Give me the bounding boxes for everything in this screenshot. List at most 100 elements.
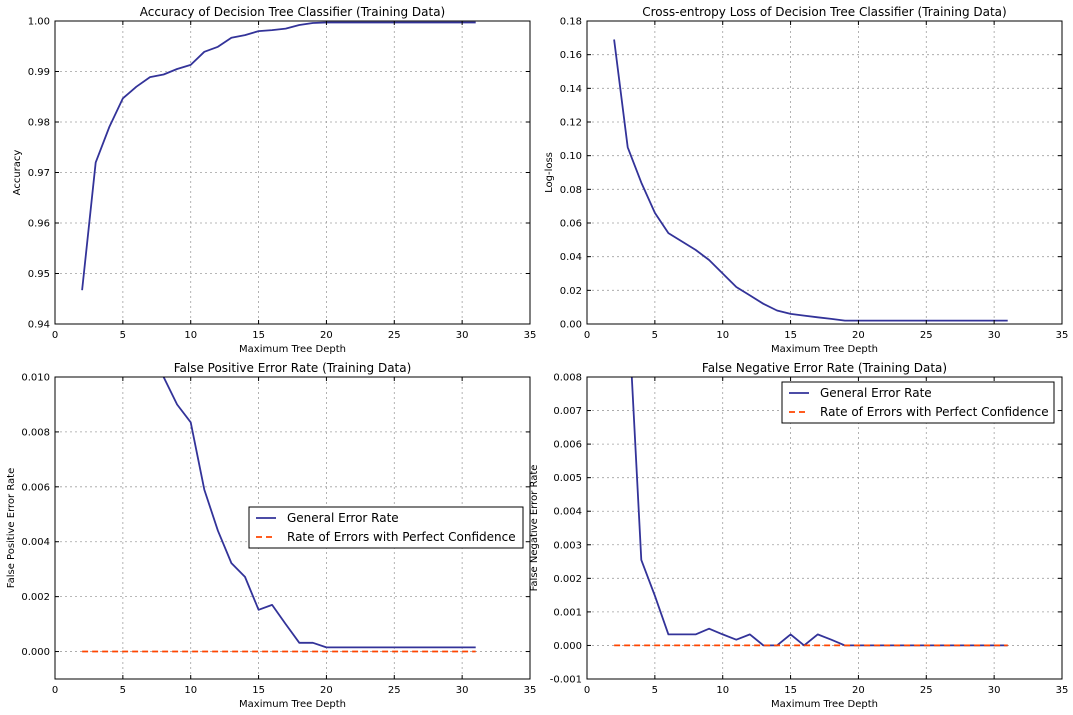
false-positive-xtick-label-0: 0 [52, 685, 58, 696]
false-positive-ytick-label-5: 0.010 [21, 373, 50, 384]
false-positive-ytick-label-0: 0.000 [21, 647, 50, 658]
false-negative-y-axis-label: False Negative Error Rate [529, 465, 540, 592]
accuracy-xtick-label-7: 35 [524, 330, 537, 341]
false-positive-ytick-label-1: 0.002 [21, 592, 50, 603]
false-negative-ytick-label-7: 0.006 [553, 440, 582, 451]
logloss-ytick-label-3: 0.06 [560, 219, 582, 230]
logloss-y-axis-label: Log-loss [544, 152, 555, 193]
logloss-xtick-label-3: 15 [784, 330, 797, 341]
accuracy-ytick-label-5: 0.99 [28, 67, 50, 78]
accuracy-ytick-label-3: 0.97 [28, 168, 50, 179]
false-positive-ytick-label-2: 0.004 [21, 537, 50, 548]
false-positive-legend-box [248, 506, 524, 549]
false-negative-legend-box [781, 381, 1055, 424]
logloss-series-general-line [613, 39, 1008, 322]
false-positive-xtick-label-3: 15 [252, 685, 265, 696]
false-negative-xtick-label-6: 30 [988, 685, 1001, 696]
false-positive-legend: General Error Rate Rate of Errors with P… [248, 506, 524, 549]
false-negative-series [614, 377, 1008, 647]
logloss-gridlines [587, 21, 1062, 324]
logloss-xtick-label-6: 30 [988, 330, 1001, 341]
logloss-ytick-label-2: 0.04 [560, 252, 582, 263]
false-negative-ytick-label-1: 0.000 [553, 641, 582, 652]
false-negative-legend-general-label: General Error Rate [820, 386, 932, 400]
logloss-ytick-label-6: 0.12 [560, 118, 582, 129]
logloss-ytick-label-5: 0.10 [560, 151, 582, 162]
logloss-ytick-label-8: 0.16 [560, 50, 582, 61]
accuracy-ytick-label-6: 1.00 [28, 17, 50, 28]
false-positive-xtick-label-4: 20 [320, 685, 333, 696]
accuracy-xtick-label-0: 0 [52, 330, 58, 341]
accuracy-ytick-label-2: 0.96 [28, 219, 50, 230]
accuracy-xtick-label-1: 5 [120, 330, 126, 341]
logloss-plot-area [586, 20, 1063, 325]
false-positive-xtick-label-5: 25 [388, 685, 401, 696]
accuracy-series [81, 21, 476, 291]
false-negative-ticks: 0 5 10 15 20 25 30 35 -0.001 0.000 0.001 0.002 0.003… [550, 373, 1069, 697]
false-negative-xtick-label-1: 5 [652, 685, 658, 696]
false-positive-series-general-line [162, 377, 476, 649]
false-negative-ytick-label-9: 0.008 [553, 373, 582, 384]
logloss-xtick-label-2: 10 [716, 330, 729, 341]
accuracy-y-axis-label: Accuracy [12, 150, 23, 196]
false-negative-legend-perfect-label: Rate of Errors with Perfect Confidence [820, 405, 1049, 419]
false-positive-xtick-label-2: 10 [184, 685, 197, 696]
false-positive-chart: 0 5 10 15 20 25 30 35 0.000 0.002 0.004 0.006 0.008 0… [6, 361, 536, 710]
false-positive-chart-title: False Positive Error Rate (Training Data… [174, 361, 412, 375]
logloss-series [613, 39, 1008, 322]
false-positive-xtick-label-7: 35 [524, 685, 537, 696]
logloss-ytick-label-7: 0.14 [560, 84, 582, 95]
accuracy-x-axis-label: Maximum Tree Depth [239, 344, 346, 355]
accuracy-xtick-label-6: 30 [456, 330, 469, 341]
logloss-chart: 0 5 10 15 20 25 30 35 0.00 0.02 0.04 0.06 0.08 0.10 0.… [544, 5, 1068, 355]
false-negative-plot-area [586, 376, 1063, 680]
false-negative-chart-title: False Negative Error Rate (Training Data… [702, 361, 947, 375]
false-negative-ytick-label-2: 0.001 [553, 607, 582, 618]
logloss-x-axis-label: Maximum Tree Depth [771, 344, 878, 355]
false-negative-xtick-label-7: 35 [1056, 685, 1069, 696]
logloss-xtick-label-7: 35 [1056, 330, 1069, 341]
accuracy-ytick-label-0: 0.94 [28, 320, 50, 331]
accuracy-xtick-label-5: 25 [388, 330, 401, 341]
accuracy-xtick-label-2: 10 [184, 330, 197, 341]
false-negative-x-axis-label: Maximum Tree Depth [771, 699, 878, 710]
false-negative-ytick-label-5: 0.004 [553, 507, 582, 518]
false-positive-x-axis-label: Maximum Tree Depth [239, 699, 346, 710]
false-negative-legend: General Error Rate Rate of Errors with P… [781, 381, 1055, 424]
accuracy-chart: 0 5 10 15 20 25 30 35 0.94 0.95 0.96 0.97 0.98 0.99 1.… [12, 5, 536, 355]
logloss-ytick-label-9: 0.18 [560, 17, 582, 28]
accuracy-gridlines [55, 21, 530, 324]
logloss-ytick-label-1: 0.02 [560, 286, 582, 297]
logloss-xtick-label-0: 0 [584, 330, 590, 341]
false-negative-xtick-label-0: 0 [584, 685, 590, 696]
accuracy-ytick-label-4: 0.98 [28, 118, 50, 129]
accuracy-ticks: 0 5 10 15 20 25 30 35 0.94 0.95 0.96 0.97 0.98 0.99 1.… [28, 17, 537, 342]
false-positive-xtick-label-6: 30 [456, 685, 469, 696]
false-negative-ytick-label-8: 0.007 [553, 406, 582, 417]
logloss-chart-title: Cross-entropy Loss of Decision Tree Clas… [642, 5, 1006, 19]
logloss-ticks: 0 5 10 15 20 25 30 35 0.00 0.02 0.04 0.06 0.08 0.10 0.… [560, 17, 1069, 342]
logloss-xtick-label-1: 5 [652, 330, 658, 341]
accuracy-xtick-label-3: 15 [252, 330, 265, 341]
logloss-ytick-label-0: 0.00 [560, 320, 582, 331]
false-positive-plot-area [54, 376, 531, 680]
false-negative-xtick-label-2: 10 [716, 685, 729, 696]
false-positive-ytick-label-3: 0.006 [21, 482, 50, 493]
false-negative-xtick-label-4: 20 [852, 685, 865, 696]
logloss-xtick-label-5: 25 [920, 330, 933, 341]
false-negative-ytick-label-0: -0.001 [550, 675, 582, 686]
false-negative-ytick-label-6: 0.005 [553, 473, 582, 484]
false-negative-ytick-label-4: 0.003 [553, 540, 582, 551]
false-positive-y-axis-label: False Positive Error Rate [6, 468, 17, 589]
false-positive-ticks: 0 5 10 15 20 25 30 35 0.000 0.002 0.004 0.006 0.008 0… [21, 373, 536, 697]
false-positive-legend-general-label: General Error Rate [287, 511, 399, 525]
logloss-xtick-label-4: 20 [852, 330, 865, 341]
false-negative-xtick-label-3: 15 [784, 685, 797, 696]
false-positive-legend-perfect-label: Rate of Errors with Perfect Confidence [287, 530, 516, 544]
accuracy-chart-title: Accuracy of Decision Tree Classifier (Tr… [140, 5, 445, 19]
accuracy-ytick-label-1: 0.95 [28, 269, 50, 280]
false-negative-xtick-label-5: 25 [920, 685, 933, 696]
accuracy-series-general-line [81, 21, 476, 291]
false-positive-series [82, 377, 476, 653]
